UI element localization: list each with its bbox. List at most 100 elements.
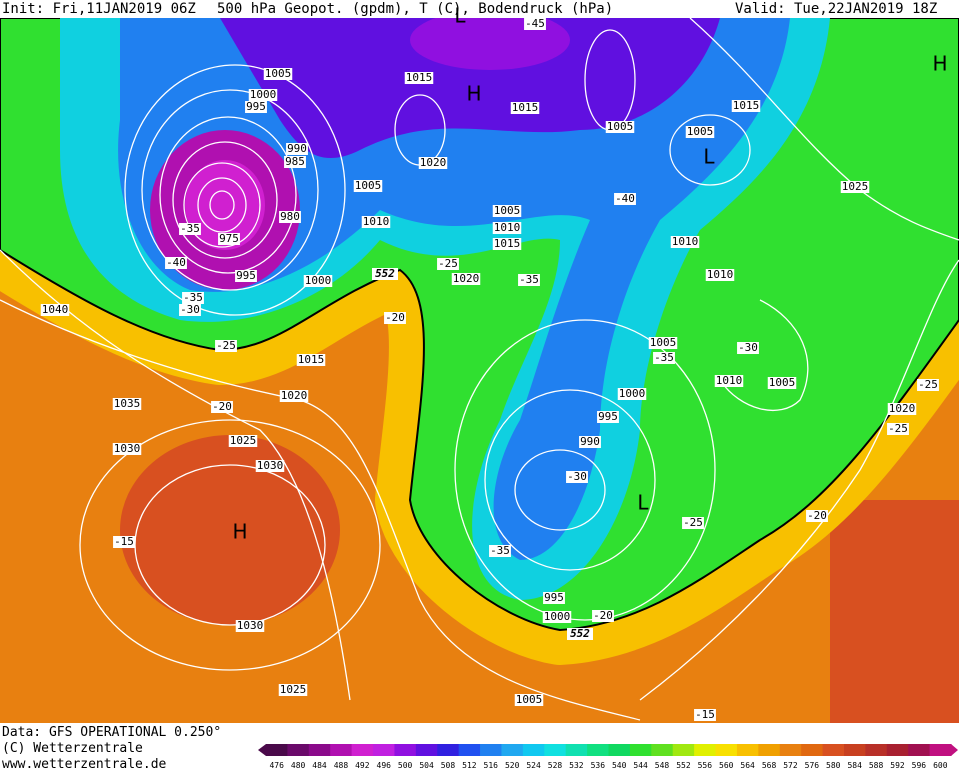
temperature-label: -25 [888, 422, 908, 435]
pressure-label: 1040 [42, 303, 69, 316]
colorbar-swatch [822, 744, 845, 756]
temperature-label: -15 [114, 535, 134, 548]
pressure-label-box [670, 236, 700, 248]
pressure-label-box [705, 269, 735, 281]
pressure-label-group: 980 [279, 210, 301, 223]
pressure-label-box [361, 216, 391, 228]
temperature-label-group: -25 [437, 257, 459, 270]
colorbar-tick-label: 524 [526, 761, 541, 770]
temperature-label-box [694, 709, 716, 721]
pressure-label: 1005 [265, 67, 292, 80]
colorbar-tick-label: 568 [762, 761, 777, 770]
valid-time: Valid: Tue,22JAN2019 18Z [735, 1, 937, 17]
pressure-label: 1000 [544, 610, 571, 623]
colorbar-swatch [608, 744, 631, 756]
isobar [172, 141, 278, 259]
pressure-label-group: 1015 [404, 71, 434, 84]
temperature-label-group: -30 [737, 341, 759, 354]
pressure-center: L [454, 4, 466, 28]
temperature-label-box [566, 471, 588, 483]
colorbar-swatch [779, 744, 802, 756]
temperature-label-box [165, 257, 187, 269]
pressure-label-group: 1005 [685, 125, 715, 138]
isobar [79, 419, 381, 671]
colorbar-swatch [715, 744, 738, 756]
pressure-label-group: 1030 [235, 619, 265, 632]
pressure-label: 1010 [716, 374, 743, 387]
pressure-label-box [542, 611, 572, 623]
contour-label-box [567, 628, 593, 640]
temperature-label-box [179, 304, 201, 316]
temperature-label-group: -20 [211, 400, 233, 413]
isobars [0, 18, 959, 721]
pressure-label: 990 [287, 142, 307, 155]
pressure-label: 1010 [707, 268, 734, 281]
pressure-label-group: 1015 [731, 99, 761, 112]
pressure-label-box [263, 68, 293, 80]
colorbar-tick-label: 480 [291, 761, 306, 770]
colorbar-swatch [672, 744, 695, 756]
pressure-label-group: 1015 [510, 101, 540, 114]
temperature-label-group: -40 [614, 192, 636, 205]
temperature-label: -25 [216, 339, 236, 352]
colorbar-swatch [458, 744, 481, 756]
colorbar-tick-label: 476 [269, 761, 284, 770]
pressure-label: 1005 [355, 179, 382, 192]
pressure-label: 1005 [687, 125, 714, 138]
colorbar-swatch [480, 744, 502, 756]
temperature-label-group: -20 [592, 609, 614, 622]
colorbar-swatch [522, 744, 545, 756]
pressure-label-group: 995 [235, 269, 257, 282]
pressure-center: L [637, 491, 649, 515]
pressure-label-box [492, 238, 522, 250]
pressure-label-box [303, 275, 333, 287]
pressure-label-group: 995 [597, 410, 619, 423]
pressure-label-group: 1005 [492, 204, 522, 217]
colorbar-tick-label: 516 [484, 761, 499, 770]
colorbar-tick-label: 532 [569, 761, 584, 770]
pressure-label: 1000 [305, 274, 332, 287]
colorbar-swatch [544, 744, 567, 756]
pressure-label: 1020 [453, 272, 480, 285]
pressure-label-group: 1005 [263, 67, 293, 80]
pressure-label: 990 [580, 435, 600, 448]
colorbar-swatch [758, 744, 781, 756]
pressure-label: 1015 [733, 99, 760, 112]
colorbar-tick-label: 556 [698, 761, 713, 770]
colorbar-tick-label: 504 [419, 761, 434, 770]
temperature-label: -30 [738, 341, 758, 354]
temperature-label-group: -35 [179, 222, 201, 235]
init-time: Init: Fri,11JAN2019 06Z [2, 1, 196, 17]
colorbar-tick-label: 496 [377, 761, 392, 770]
colorbar-swatch [929, 744, 952, 756]
temperature-label-box [524, 18, 546, 30]
isobar [484, 389, 656, 571]
colorbar-swatch [308, 744, 331, 756]
colorbar-tick-label: 492 [355, 761, 370, 770]
temperature-label: -20 [807, 509, 827, 522]
colorbar-swatch [565, 744, 588, 756]
colorbar-end [951, 744, 958, 756]
pressure-label: 995 [246, 100, 266, 113]
data-source: Data: GFS OPERATIONAL 0.250° [2, 725, 221, 740]
temperature-label-group: -35 [653, 351, 675, 364]
pressure-label: 1005 [494, 204, 521, 217]
temperature-label-group: -40 [165, 256, 187, 269]
temperature-label-group: -15 [694, 708, 716, 721]
pressure-label-box [248, 89, 278, 101]
pressure-label-box [510, 102, 540, 114]
pressure-label-group: 1030 [112, 442, 142, 455]
temperature-label: -30 [180, 303, 200, 316]
pressure-label: 1015 [406, 71, 433, 84]
pressure-label-box [767, 377, 797, 389]
colorbar-swatch [415, 744, 438, 756]
colorbar-tick-label: 564 [740, 761, 755, 770]
colorbar-tick-label: 576 [805, 761, 820, 770]
pressure-label-group: 1030 [255, 459, 285, 472]
pressure-label-box [296, 354, 326, 366]
isobar [197, 177, 247, 233]
isobar [0, 299, 641, 721]
pressure-label: 985 [285, 155, 305, 168]
